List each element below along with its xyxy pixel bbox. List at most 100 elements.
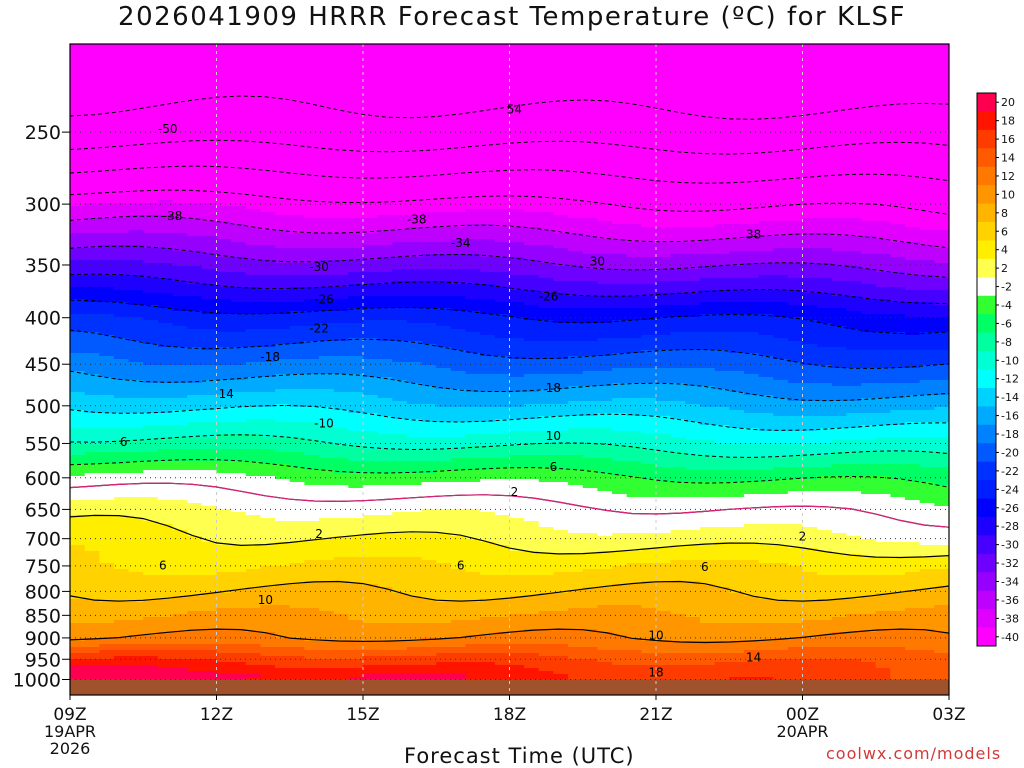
temperature-cell xyxy=(128,284,144,288)
temperature-cell xyxy=(172,668,188,672)
temperature-cell xyxy=(201,284,218,288)
temperature-cell xyxy=(304,404,320,408)
temperature-cell xyxy=(113,233,130,237)
temperature-cell xyxy=(187,662,203,666)
temperature-cell xyxy=(363,449,379,453)
temperature-cell xyxy=(304,635,320,639)
temperature-cell xyxy=(363,98,379,102)
temperature-cell xyxy=(304,173,320,177)
temperature-cell xyxy=(201,524,218,528)
temperature-cell xyxy=(84,656,100,660)
temperature-cell xyxy=(289,260,305,264)
temperature-cell xyxy=(113,587,130,591)
temperature-cell xyxy=(275,572,291,576)
temperature-cell xyxy=(172,638,188,642)
temperature-cell xyxy=(231,290,247,294)
temperature-cell xyxy=(304,662,320,666)
temperature-cell xyxy=(128,623,144,627)
temperature-cell xyxy=(70,182,86,186)
temperature-cell xyxy=(304,155,320,159)
temperature-cell xyxy=(231,74,247,78)
temperature-cell xyxy=(231,116,247,120)
temperature-cell xyxy=(289,389,305,393)
temperature-cell xyxy=(113,65,130,69)
temperature-cell xyxy=(113,677,130,681)
temperature-cell xyxy=(392,539,408,543)
temperature-cell xyxy=(260,362,276,366)
temperature-cell xyxy=(157,560,174,564)
temperature-cell xyxy=(333,470,349,474)
temperature-cell xyxy=(187,419,203,423)
temperature-cell xyxy=(319,233,335,237)
temperature-cell xyxy=(187,155,203,159)
temperature-cell xyxy=(172,47,188,51)
temperature-cell xyxy=(128,374,144,378)
temperature-cell xyxy=(377,365,393,369)
temperature-cell xyxy=(84,584,100,588)
temperature-cell xyxy=(84,539,100,543)
temperature-cell xyxy=(128,113,144,117)
temperature-cell xyxy=(216,326,232,330)
temperature-cell xyxy=(157,68,174,72)
temperature-cell xyxy=(128,560,144,564)
temperature-cell xyxy=(348,368,364,372)
temperature-cell xyxy=(333,479,349,483)
temperature-cell xyxy=(113,500,130,504)
temperature-cell xyxy=(157,326,174,330)
temperature-cell xyxy=(363,413,379,417)
temperature-cell xyxy=(128,296,144,300)
temperature-cell xyxy=(245,320,262,324)
temperature-cell xyxy=(143,629,159,633)
temperature-cell xyxy=(377,284,393,288)
temperature-cell xyxy=(333,623,349,627)
temperature-cell xyxy=(245,224,262,228)
temperature-cell xyxy=(377,527,393,531)
temperature-cell xyxy=(143,584,159,588)
temperature-cell xyxy=(260,233,276,237)
temperature-cell xyxy=(363,671,379,675)
temperature-cell xyxy=(84,233,100,237)
temperature-cell xyxy=(377,626,393,630)
temperature-cell xyxy=(157,521,174,525)
temperature-cell xyxy=(201,164,218,168)
temperature-cell xyxy=(304,470,320,474)
temperature-cell xyxy=(113,581,130,585)
temperature-cell xyxy=(231,230,247,234)
temperature-cell xyxy=(333,257,349,261)
temperature-cell xyxy=(304,56,320,60)
temperature-cell xyxy=(348,152,364,156)
temperature-cell xyxy=(377,554,393,558)
temperature-cell xyxy=(201,218,218,222)
temperature-cell xyxy=(319,542,335,546)
temperature-cell xyxy=(157,95,174,99)
temperature-cell xyxy=(304,482,320,486)
temperature-cell xyxy=(245,638,262,642)
temperature-cell xyxy=(113,602,130,606)
temperature-cell xyxy=(143,569,159,573)
temperature-cell xyxy=(157,647,174,651)
temperature-cell xyxy=(304,191,320,195)
temperature-cell xyxy=(231,218,247,222)
temperature-cell xyxy=(157,665,174,669)
temperature-cell xyxy=(363,374,379,378)
temperature-cell xyxy=(201,89,218,93)
temperature-cell xyxy=(289,329,305,333)
temperature-cell xyxy=(231,269,247,273)
temperature-cell xyxy=(319,650,335,654)
temperature-cell xyxy=(216,266,232,270)
temperature-cell xyxy=(157,239,174,243)
temperature-cell xyxy=(333,407,349,411)
temperature-cell xyxy=(319,152,335,156)
temperature-cell xyxy=(172,626,188,630)
temperature-cell xyxy=(70,548,86,552)
temperature-cell xyxy=(348,500,364,504)
temperature-cell xyxy=(157,293,174,297)
temperature-cell xyxy=(113,512,130,516)
temperature-cell xyxy=(319,458,335,462)
temperature-cell xyxy=(113,506,130,510)
temperature-cell xyxy=(348,185,364,189)
temperature-cell xyxy=(99,578,115,582)
temperature-cell xyxy=(70,302,86,306)
temperature-cell xyxy=(172,74,188,78)
temperature-cell xyxy=(260,98,276,102)
